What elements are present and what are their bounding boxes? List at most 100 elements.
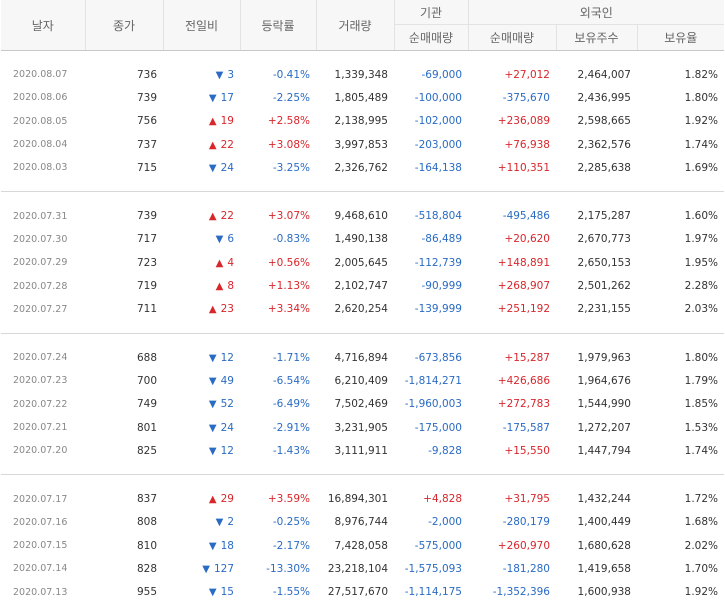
foreign-net-cell: +272,783: [497, 398, 550, 411]
foreign-shares-cell: 1,447,794: [577, 444, 631, 457]
foreign-shares-cell: 1,680,628: [577, 539, 631, 552]
rate-cell: -2.25%: [272, 91, 310, 104]
spacer-cell: [1, 475, 724, 487]
week-divider: [1, 191, 725, 193]
foreign-ratio-cell: 1.69%: [684, 161, 719, 174]
change-cell: ▼ 49: [163, 369, 240, 392]
inst-net-cell: -518,804: [414, 210, 462, 223]
week-spacer: [1, 179, 724, 192]
volume-cell: 3,111,911: [334, 444, 388, 457]
week-spacer: [1, 334, 724, 346]
volume-cell: 23,218,104: [327, 562, 388, 575]
change-cell: ▲ 19: [163, 110, 240, 133]
volume-cell: 6,210,409: [334, 374, 388, 387]
foreign-ratio-cell: 2.03%: [684, 303, 719, 316]
change-cell: ▲ 4: [163, 251, 240, 274]
rate-cell: -3.25%: [272, 161, 310, 174]
inst-net-cell: -102,000: [414, 115, 462, 128]
table-row: 2020.07.24 688 ▼ 12 -1.71% 4,716,894 -673,856 +…: [1, 346, 724, 369]
close-cell: 837: [136, 493, 157, 506]
foreign-net-cell: +260,970: [497, 539, 550, 552]
date-cell: 2020.07.30: [13, 233, 68, 245]
inst-net-cell: -673,856: [414, 351, 462, 364]
change-value: 22: [220, 210, 234, 223]
change-cell: ▲ 8: [163, 274, 240, 297]
table-row: 2020.07.17 837 ▲ 29 +3.59% 16,894,301 +4,828 +3…: [1, 487, 724, 510]
close-cell: 688: [136, 351, 157, 364]
foreign-net-cell: +15,287: [504, 351, 550, 364]
inst-net-cell: -100,000: [414, 91, 462, 104]
rate-cell: -0.83%: [272, 233, 310, 246]
table-row: 2020.07.30 717 ▼ 6 -0.83% 1,490,138 -86,489 +20…: [1, 228, 724, 251]
foreign-shares-cell: 2,670,773: [577, 233, 631, 246]
close-cell: 717: [136, 233, 157, 246]
header-inst-net: 순매매량: [393, 24, 468, 51]
change-value: 23: [220, 303, 234, 316]
foreign-ratio-cell: 2.02%: [684, 539, 719, 552]
foreign-net-cell: -280,179: [502, 516, 550, 529]
close-cell: 808: [136, 516, 157, 529]
foreign-net-cell: +426,686: [497, 374, 550, 387]
change-cell: ▼ 15: [163, 581, 240, 604]
foreign-shares-cell: 2,436,995: [577, 91, 631, 104]
rate-cell: -1.71%: [272, 351, 310, 364]
foreign-ratio-cell: 1.79%: [684, 374, 719, 387]
change-cell: ▼ 12: [163, 439, 240, 462]
close-cell: 739: [136, 210, 157, 223]
week-spacer: [1, 475, 724, 487]
divider-cell: [1, 474, 725, 476]
inst-net-cell: -9,828: [428, 444, 462, 457]
header-institution: 기관: [393, 0, 468, 25]
date-cell: 2020.07.17: [13, 493, 68, 505]
foreign-shares-cell: 2,598,665: [577, 115, 631, 128]
foreign-net-cell: +76,938: [504, 138, 550, 151]
header-foreign: 외국인: [467, 0, 725, 25]
rate-cell: +3.07%: [267, 210, 310, 223]
foreign-ratio-cell: 2.28%: [684, 280, 719, 293]
foreign-net-cell: -375,670: [502, 91, 550, 104]
date-cell: 2020.08.05: [13, 115, 68, 127]
foreign-net-cell: -175,587: [502, 421, 550, 434]
change-value: 3: [227, 68, 234, 81]
volume-cell: 7,428,058: [334, 539, 388, 552]
table-row: 2020.08.05 756 ▲ 19 +2.58% 2,138,995 -102,000 +…: [1, 110, 724, 133]
change-value: 12: [220, 444, 234, 457]
foreign-net-cell: +31,795: [504, 493, 550, 506]
change-cell: ▼ 3: [163, 63, 240, 86]
arrow-down-icon: ▼: [208, 445, 217, 457]
volume-cell: 16,894,301: [327, 493, 388, 506]
foreign-shares-cell: 1,272,207: [577, 421, 631, 434]
foreign-shares-cell: 1,600,938: [577, 586, 631, 599]
date-cell: 2020.07.21: [13, 422, 68, 433]
arrow-up-icon: ▲: [215, 257, 224, 269]
inst-net-cell: -175,000: [414, 421, 462, 434]
date-cell: 2020.07.31: [13, 210, 68, 222]
change-cell: ▼ 2: [163, 511, 240, 534]
rate-cell: +0.56%: [267, 256, 310, 269]
foreign-net-cell: -181,280: [502, 562, 550, 575]
spacer-cell: [1, 192, 724, 204]
table-row: 2020.07.22 749 ▼ 52 -6.49% 7,502,469 -1,960,00…: [1, 393, 724, 416]
volume-cell: 7,502,469: [334, 398, 388, 411]
inst-net-cell: -112,739: [414, 256, 462, 269]
date-cell: 2020.07.15: [13, 540, 68, 552]
date-cell: 2020.08.07: [13, 69, 68, 81]
arrow-up-icon: ▲: [208, 211, 217, 223]
date-cell: 2020.07.23: [13, 375, 68, 387]
foreign-ratio-cell: 1.92%: [684, 115, 719, 128]
header-rate: 등락률: [239, 0, 316, 51]
foreign-net-cell: +110,351: [497, 161, 550, 174]
foreign-net-cell: -1,352,396: [492, 586, 550, 599]
arrow-up-icon: ▲: [208, 139, 217, 151]
arrow-up-icon: ▲: [208, 116, 217, 128]
inst-net-cell: -575,000: [414, 539, 462, 552]
foreign-shares-cell: 2,464,007: [577, 68, 631, 81]
change-cell: ▼ 12: [163, 346, 240, 369]
table-row: 2020.07.15 810 ▼ 18 -2.17% 7,428,058 -575,000 +…: [1, 534, 724, 557]
change-value: 24: [220, 421, 234, 434]
change-value: 8: [227, 280, 234, 293]
arrow-down-icon: ▼: [215, 69, 224, 81]
close-cell: 715: [136, 161, 157, 174]
spacer-cell: [1, 321, 724, 334]
